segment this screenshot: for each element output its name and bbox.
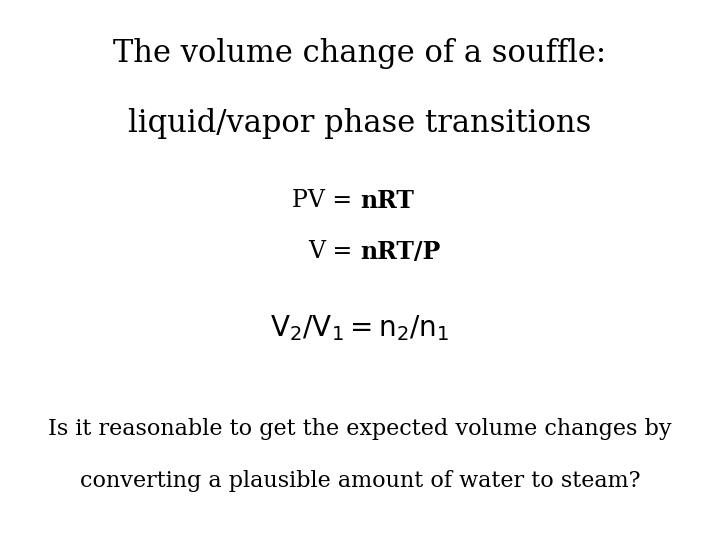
Text: nRT: nRT (360, 189, 414, 213)
Text: PV =: PV = (292, 189, 360, 212)
Text: The volume change of a souffle:: The volume change of a souffle: (114, 38, 606, 69)
Text: V =: V = (308, 240, 360, 264)
Text: liquid/vapor phase transitions: liquid/vapor phase transitions (128, 108, 592, 139)
Text: $\mathrm{V_2/V_1= n_2/n_1}$: $\mathrm{V_2/V_1= n_2/n_1}$ (271, 313, 449, 343)
Text: Is it reasonable to get the expected volume changes by: Is it reasonable to get the expected vol… (48, 418, 672, 441)
Text: nRT/P: nRT/P (360, 240, 441, 264)
Text: converting a plausible amount of water to steam?: converting a plausible amount of water t… (80, 470, 640, 492)
